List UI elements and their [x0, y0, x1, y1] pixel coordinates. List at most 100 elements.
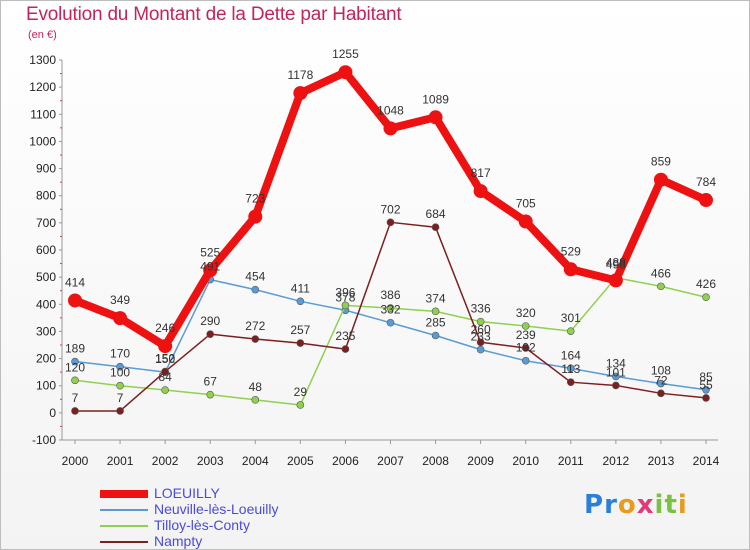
- data-label: 378: [335, 290, 355, 304]
- data-point: [293, 86, 308, 101]
- data-point: [296, 339, 305, 347]
- data-point: [612, 381, 620, 390]
- legend-label: Nampty: [154, 533, 203, 549]
- data-point: [563, 262, 578, 277]
- data-point: [702, 293, 710, 302]
- data-label: 1089: [422, 92, 449, 106]
- data-label: 702: [380, 202, 400, 216]
- data-point: [71, 407, 79, 415]
- data-point: [296, 297, 305, 306]
- data-label: 246: [155, 321, 175, 335]
- chart-unit: (en €): [28, 29, 57, 41]
- series-neuville-l-s-loeuilly: [71, 275, 710, 394]
- legend-swatch: [100, 490, 148, 498]
- data-label: 349: [110, 293, 130, 307]
- data-point: [518, 214, 533, 229]
- data-label: 386: [380, 288, 400, 302]
- data-point: [521, 356, 530, 365]
- data-label: 113: [561, 362, 580, 376]
- data-point: [251, 285, 260, 294]
- data-point: [116, 407, 124, 415]
- data-label: 150: [155, 352, 175, 366]
- y-tick-label: 1000: [29, 134, 56, 148]
- data-label: 192: [516, 341, 536, 355]
- data-label: 336: [471, 302, 491, 316]
- y-tick-label: 800: [36, 189, 56, 203]
- legend-label: Tilloy-lès-Conty: [154, 517, 250, 533]
- logo-letter: P: [584, 490, 605, 520]
- data-point: [116, 381, 124, 390]
- data-label: 29: [294, 385, 308, 399]
- y-tick-label: -100: [32, 433, 56, 447]
- data-label: 233: [471, 330, 491, 344]
- data-label: 72: [654, 373, 668, 387]
- data-point: [161, 367, 169, 376]
- data-label: 859: [651, 155, 671, 169]
- x-tick-label: 2014: [693, 454, 720, 468]
- data-label: 260: [471, 322, 491, 336]
- logo-letter: i: [654, 490, 665, 520]
- data-point: [161, 386, 169, 394]
- chart-title: Evolution du Montant de la Dette par Hab…: [26, 4, 402, 25]
- data-label: 1178: [287, 68, 313, 82]
- y-tick-label: 900: [36, 162, 56, 176]
- y-tick-label: 1200: [29, 80, 56, 94]
- data-point: [341, 345, 350, 353]
- data-point: [473, 184, 488, 199]
- data-label: 396: [335, 285, 355, 299]
- y-tick-label: 200: [36, 352, 56, 366]
- data-point: [566, 364, 575, 373]
- data-label: 466: [651, 266, 671, 280]
- data-label: 1048: [377, 103, 404, 117]
- y-tick-label: 300: [36, 324, 56, 338]
- data-point: [699, 193, 713, 208]
- data-point: [566, 327, 575, 335]
- data-label: 374: [426, 291, 446, 305]
- x-tick-label: 2012: [603, 454, 630, 468]
- legend-label: Neuville-lès-Loeuilly: [154, 501, 279, 517]
- data-label: 235: [335, 329, 355, 343]
- y-tick-label: 0: [49, 406, 56, 420]
- data-point: [386, 304, 395, 312]
- y-tick-label: 1100: [30, 107, 56, 121]
- data-label: 257: [290, 323, 310, 337]
- data-point: [71, 376, 79, 385]
- data-point: [521, 344, 530, 352]
- logo-letter: r: [604, 490, 618, 520]
- data-label: 100: [110, 366, 130, 380]
- data-label: 189: [65, 342, 85, 356]
- data-label: 320: [516, 306, 536, 320]
- x-tick-label: 2007: [377, 454, 404, 468]
- data-label: 705: [516, 197, 536, 211]
- proxiti-logo: Proxiti: [584, 490, 688, 520]
- data-label: 529: [561, 244, 581, 258]
- y-tick-label: 1300: [29, 53, 56, 67]
- data-point: [431, 223, 440, 231]
- data-label: 85: [699, 370, 713, 384]
- legend-swatch: [100, 541, 148, 543]
- data-point: [476, 345, 485, 354]
- data-label: 67: [204, 375, 218, 389]
- x-tick-label: 2009: [467, 454, 494, 468]
- data-point: [386, 218, 395, 227]
- logo-letter: x: [636, 490, 655, 520]
- legend-label: LOEUILLY: [154, 485, 220, 501]
- x-tick-label: 2004: [242, 454, 269, 468]
- data-label: 414: [65, 275, 85, 289]
- data-label: 454: [245, 270, 265, 284]
- x-tick-label: 2008: [422, 454, 449, 468]
- y-tick-label: 700: [36, 216, 56, 230]
- logo-letter: t: [664, 490, 678, 520]
- x-tick-label: 2001: [107, 454, 134, 468]
- data-label: 84: [158, 370, 172, 384]
- data-label: 7: [72, 391, 79, 405]
- data-point: [702, 385, 710, 394]
- data-label: 426: [696, 277, 716, 291]
- data-label: 723: [245, 192, 265, 206]
- data-label: 817: [471, 166, 491, 180]
- data-label: 285: [426, 316, 446, 330]
- data-point: [428, 110, 443, 125]
- data-point: [248, 209, 263, 224]
